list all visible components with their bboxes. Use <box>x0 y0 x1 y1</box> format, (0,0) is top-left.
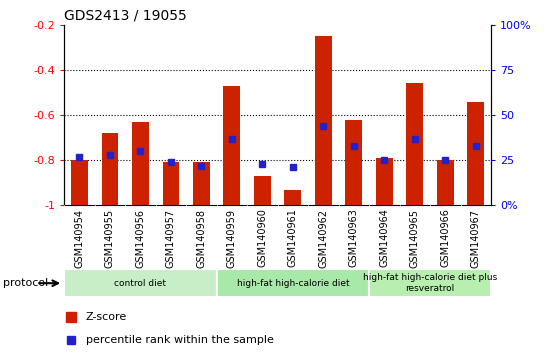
Bar <box>468 102 484 205</box>
Text: percentile rank within the sample: percentile rank within the sample <box>86 335 274 346</box>
Text: GSM140961: GSM140961 <box>288 209 298 267</box>
Bar <box>315 36 331 205</box>
Text: GSM140962: GSM140962 <box>319 209 328 268</box>
Text: GSM140954: GSM140954 <box>74 209 84 268</box>
Bar <box>437 160 454 205</box>
Bar <box>132 122 149 205</box>
Text: GSM140956: GSM140956 <box>136 209 146 268</box>
Text: GSM140957: GSM140957 <box>166 209 176 268</box>
Text: control diet: control diet <box>114 279 166 288</box>
Bar <box>217 269 369 297</box>
Bar <box>224 86 240 205</box>
Bar <box>162 162 179 205</box>
Text: GSM140967: GSM140967 <box>471 209 481 268</box>
Text: GSM140963: GSM140963 <box>349 209 359 267</box>
Bar <box>71 160 88 205</box>
Text: GSM140960: GSM140960 <box>257 209 267 267</box>
Bar <box>345 120 362 205</box>
Text: GSM140955: GSM140955 <box>105 209 115 268</box>
Bar <box>254 176 271 205</box>
Text: high-fat high-calorie diet: high-fat high-calorie diet <box>237 279 349 288</box>
Bar <box>193 162 210 205</box>
Text: GSM140959: GSM140959 <box>227 209 237 268</box>
Text: GSM140958: GSM140958 <box>196 209 206 268</box>
Text: high-fat high-calorie diet plus
resveratrol: high-fat high-calorie diet plus resverat… <box>363 274 497 293</box>
Text: GDS2413 / 19055: GDS2413 / 19055 <box>64 8 187 22</box>
Text: GSM140966: GSM140966 <box>440 209 450 267</box>
Text: GSM140965: GSM140965 <box>410 209 420 268</box>
Bar <box>376 158 393 205</box>
Bar <box>406 84 423 205</box>
Bar <box>64 269 217 297</box>
Text: protocol: protocol <box>3 278 48 288</box>
Bar <box>369 269 491 297</box>
Bar <box>285 189 301 205</box>
Text: Z-score: Z-score <box>86 312 127 322</box>
Text: GSM140964: GSM140964 <box>379 209 389 267</box>
Bar <box>102 133 118 205</box>
